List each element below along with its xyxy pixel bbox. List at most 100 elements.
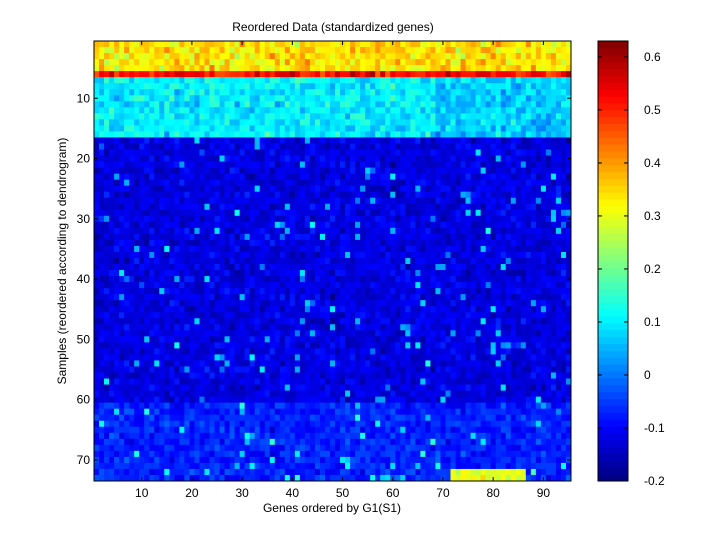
heatmap-cell <box>465 113 471 120</box>
heatmap-cell <box>355 294 361 301</box>
heatmap-cell <box>445 348 451 355</box>
heatmap-cell <box>470 294 476 301</box>
heatmap-cell <box>154 185 160 193</box>
heatmap-cell <box>219 288 225 295</box>
heatmap-cell <box>159 119 165 126</box>
heatmap-cell <box>314 101 321 108</box>
heatmap-cell <box>104 137 110 144</box>
heatmap-cell <box>415 336 421 343</box>
heatmap-cell <box>510 276 517 283</box>
heatmap-cell <box>214 65 220 72</box>
heatmap-cell <box>440 83 446 90</box>
heatmap-cell <box>269 276 276 283</box>
heatmap-cell <box>279 330 286 337</box>
heatmap-cell <box>304 215 311 223</box>
heatmap-cell <box>139 89 145 96</box>
heatmap-cell <box>99 348 105 355</box>
heatmap-cell <box>405 137 411 144</box>
heatmap-cell <box>505 41 512 48</box>
heatmap-cell <box>550 215 557 223</box>
heatmap-cell <box>309 233 316 241</box>
heatmap-cell <box>294 203 301 211</box>
heatmap-cell <box>420 324 426 331</box>
heatmap-cell <box>284 41 291 48</box>
heatmap-cell <box>510 119 517 126</box>
heatmap-cell <box>209 107 215 114</box>
heatmap-cell <box>545 59 552 66</box>
heatmap-cell <box>390 300 396 307</box>
heatmap-cell <box>540 113 547 120</box>
heatmap-cell <box>224 167 230 175</box>
heatmap-cell <box>149 342 155 349</box>
heatmap-cell <box>234 324 241 331</box>
heatmap-cell <box>370 59 376 66</box>
heatmap-cell <box>314 294 321 301</box>
heatmap-cell <box>360 294 366 301</box>
heatmap-cell <box>99 324 105 331</box>
heatmap-cell <box>294 83 301 90</box>
heatmap-cell <box>169 47 175 54</box>
heatmap-cell <box>184 239 190 247</box>
heatmap-cell <box>154 257 160 265</box>
heatmap-cell <box>319 65 326 72</box>
heatmap-cell <box>249 354 256 361</box>
heatmap-cell <box>249 215 256 223</box>
heatmap-cell <box>174 197 180 205</box>
heatmap-cell <box>174 203 180 211</box>
heatmap-cell <box>254 300 261 307</box>
heatmap-cell <box>535 89 542 96</box>
heatmap-cell <box>375 101 381 108</box>
heatmap-cell <box>259 53 266 60</box>
heatmap-cell <box>440 155 446 162</box>
heatmap-cell <box>324 119 331 126</box>
heatmap-cell <box>505 149 512 156</box>
heatmap-cell <box>169 167 175 175</box>
heatmap-cell <box>159 167 165 175</box>
heatmap-cell <box>94 342 100 349</box>
heatmap-cell <box>249 221 256 229</box>
heatmap-cell <box>355 336 361 343</box>
heatmap-cell <box>360 89 366 96</box>
heatmap-cell <box>405 209 411 217</box>
heatmap-cell <box>279 342 286 349</box>
heatmap-cell <box>485 53 492 60</box>
heatmap-cell <box>540 264 547 271</box>
heatmap-cell <box>520 131 527 138</box>
heatmap-cell <box>370 300 376 307</box>
heatmap-cell <box>94 306 100 313</box>
heatmap-cell <box>99 41 105 48</box>
heatmap-cell <box>410 276 416 283</box>
heatmap-cell <box>214 324 220 331</box>
heatmap-cell <box>450 288 456 295</box>
heatmap-cell <box>465 47 471 54</box>
heatmap-cell <box>455 167 461 175</box>
heatmap-cell <box>480 215 487 223</box>
heatmap-cell <box>440 53 446 60</box>
heatmap-cell <box>259 65 266 72</box>
heatmap-cell <box>390 179 396 187</box>
heatmap-cell <box>179 336 185 343</box>
heatmap-cell <box>410 203 416 211</box>
heatmap-cell <box>555 342 562 349</box>
heatmap-cell <box>204 197 210 205</box>
heatmap-cell <box>329 167 336 175</box>
heatmap-cell <box>395 215 401 223</box>
heatmap-cell <box>545 191 552 199</box>
heatmap-cell <box>139 107 145 114</box>
heatmap-cell <box>425 155 431 162</box>
heatmap-cell <box>370 65 376 72</box>
heatmap-cell <box>375 264 381 271</box>
heatmap-cell <box>219 41 225 48</box>
heatmap-cell <box>144 282 150 289</box>
heatmap-cell <box>259 270 266 277</box>
heatmap-cell <box>329 257 336 265</box>
heatmap-cell <box>254 107 261 114</box>
heatmap-cell <box>385 191 391 199</box>
heatmap-cell <box>500 264 507 271</box>
heatmap-cell <box>264 227 271 235</box>
heatmap-cell <box>395 89 401 96</box>
heatmap-cell <box>249 59 256 66</box>
heatmap-cell <box>465 143 471 150</box>
heatmap-cell <box>189 294 195 301</box>
heatmap-cell <box>164 107 170 114</box>
